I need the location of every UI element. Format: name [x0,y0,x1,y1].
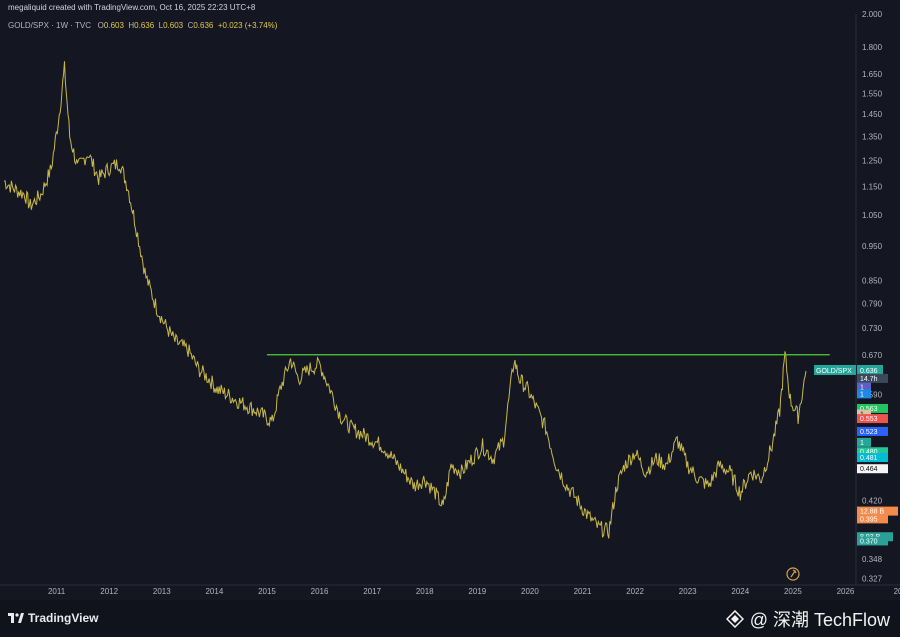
change-value: +0.023 (+3.74%) [217,21,278,30]
price-scale-badge [857,382,871,392]
price-line [3,61,807,539]
y-tick-label: 0.348 [862,555,883,564]
y-tick-label: 0.590 [862,390,883,399]
price-scale-badge [857,373,888,383]
price-series [3,61,807,539]
y-tick-label: 0.850 [862,277,883,286]
x-tick-label: 20 [894,587,900,596]
tradingview-brand: TradingView [28,611,99,625]
low-label: L [158,21,164,30]
high-label: H [128,21,135,30]
x-tick-label: 2026 [837,587,855,596]
price-scale-badge-text: 0.464 [860,466,878,473]
y-tick-label: 2.000 [862,10,883,19]
x-tick-label: 2015 [258,587,276,596]
price-scale-badge [857,453,888,463]
last-price-text: 0.636 [860,368,878,375]
y-tick-label: 1.350 [862,132,883,141]
last-price-badge [857,364,883,375]
open-value: 0.603 [103,21,124,30]
x-tick-label: 2012 [100,587,118,596]
price-scale-badge [857,464,888,474]
y-tick-label: 1.050 [862,211,883,220]
x-tick-label: 2014 [205,587,223,596]
price-scale-badge [857,409,871,419]
ohlc-legend: GOLD/SPX · 1W · TVC O0.603 H0.636 L0.603… [8,21,277,30]
price-scale-badge-text: 1 [860,385,864,392]
price-scale-badge-text: 0.523 [860,429,878,436]
symbol-tag [814,364,856,375]
price-scale-badge-text: 14.7h [860,376,878,383]
y-tick-label: 1.250 [862,156,883,165]
price-scale-badge [857,506,898,516]
tradingview-logo[interactable]: TradingView [8,611,98,625]
price-scale-badge-text: 0.395 [860,516,878,523]
price-scale-badge [857,426,888,436]
tradingview-mark-icon [8,613,24,623]
y-tick-label: 1.800 [862,43,883,52]
x-tick-label: 2024 [731,587,749,596]
techflow-logo-icon [725,610,744,628]
x-tick-label: 2018 [416,587,434,596]
y-tick-label: 1.150 [862,182,883,191]
price-scale-badge-text: 1 [860,391,864,398]
high-value: 0.636 [134,21,155,30]
bottom-bar: TradingView @ 深潮 TechFlow [0,600,900,637]
price-scale-badge [857,403,888,413]
price-scale-badge-text: 0.370 [860,538,878,545]
price-scale-badge-text: 0.480 [860,449,878,456]
x-tick-label: 2016 [311,587,329,596]
price-scale-badge-text: 0.563 [860,406,878,413]
symbol-tag-text: GOLD/SPX [816,368,852,375]
x-tick-label: 2023 [679,587,697,596]
price-scale-badge [857,414,888,424]
open-label: O [97,21,104,30]
watermark-text: @ 深潮 TechFlow [749,610,890,630]
price-scale-badge-text: 1 [860,440,864,447]
close-value: 0.636 [193,21,214,30]
symbol-line[interactable]: GOLD/SPX · 1W · TVC [8,21,91,30]
price-scale-badge-text: 0.553 [860,416,878,423]
y-tick-label: 0.790 [862,299,883,308]
low-value: 0.603 [163,21,184,30]
y-tick-label: 0.730 [862,324,883,333]
x-tick-label: 2021 [574,587,592,596]
x-tick-label: 2020 [521,587,539,596]
close-label: C [187,21,194,30]
x-tick-label: 2011 [48,587,66,596]
y-axis[interactable]: 2.000 1.800 1.650 1.550 1.450 1.350 1.250 1.150… [862,10,883,583]
x-tick-label: 2019 [468,587,486,596]
x-tick-label: 2017 [363,587,381,596]
x-axis[interactable]: 2011 2012 2013 2014 2015 2016 2017 2018 2019 2020… [48,587,900,596]
x-tick-label: 2025 [784,587,802,596]
replay-icon[interactable] [786,567,800,581]
price-scale-badge [857,536,888,546]
price-scale-badge [857,437,871,447]
watermark: @ 深潮 TechFlow [725,606,890,632]
y-tick-label: 1.450 [862,110,883,119]
top-bar: megaliquid created with TradingView.com,… [0,0,900,14]
price-chart[interactable]: 2.000 1.800 1.650 1.550 1.450 1.350 1.250 1.150… [0,0,900,600]
price-scale-badge-text: 12.88 B [860,509,884,516]
price-scale-labels: GOLD/SPX0.63614.7h110.56310.5530.52310.4… [814,364,898,546]
y-tick-label: 0.327 [862,574,883,583]
price-scale-badge [857,514,888,524]
price-scale-badge [857,447,888,457]
y-tick-label: 1.650 [862,70,883,79]
price-scale-badge-text: 0.481 [860,455,878,462]
y-tick-label: 0.950 [862,242,883,251]
price-scale-badge [857,389,871,399]
chart-credit: megaliquid created with TradingView.com,… [8,3,256,12]
x-tick-label: 2022 [626,587,644,596]
y-tick-label: 0.670 [862,351,883,360]
y-tick-label: 1.550 [862,89,883,98]
x-tick-label: 2013 [153,587,171,596]
y-tick-label: 0.420 [862,496,883,505]
